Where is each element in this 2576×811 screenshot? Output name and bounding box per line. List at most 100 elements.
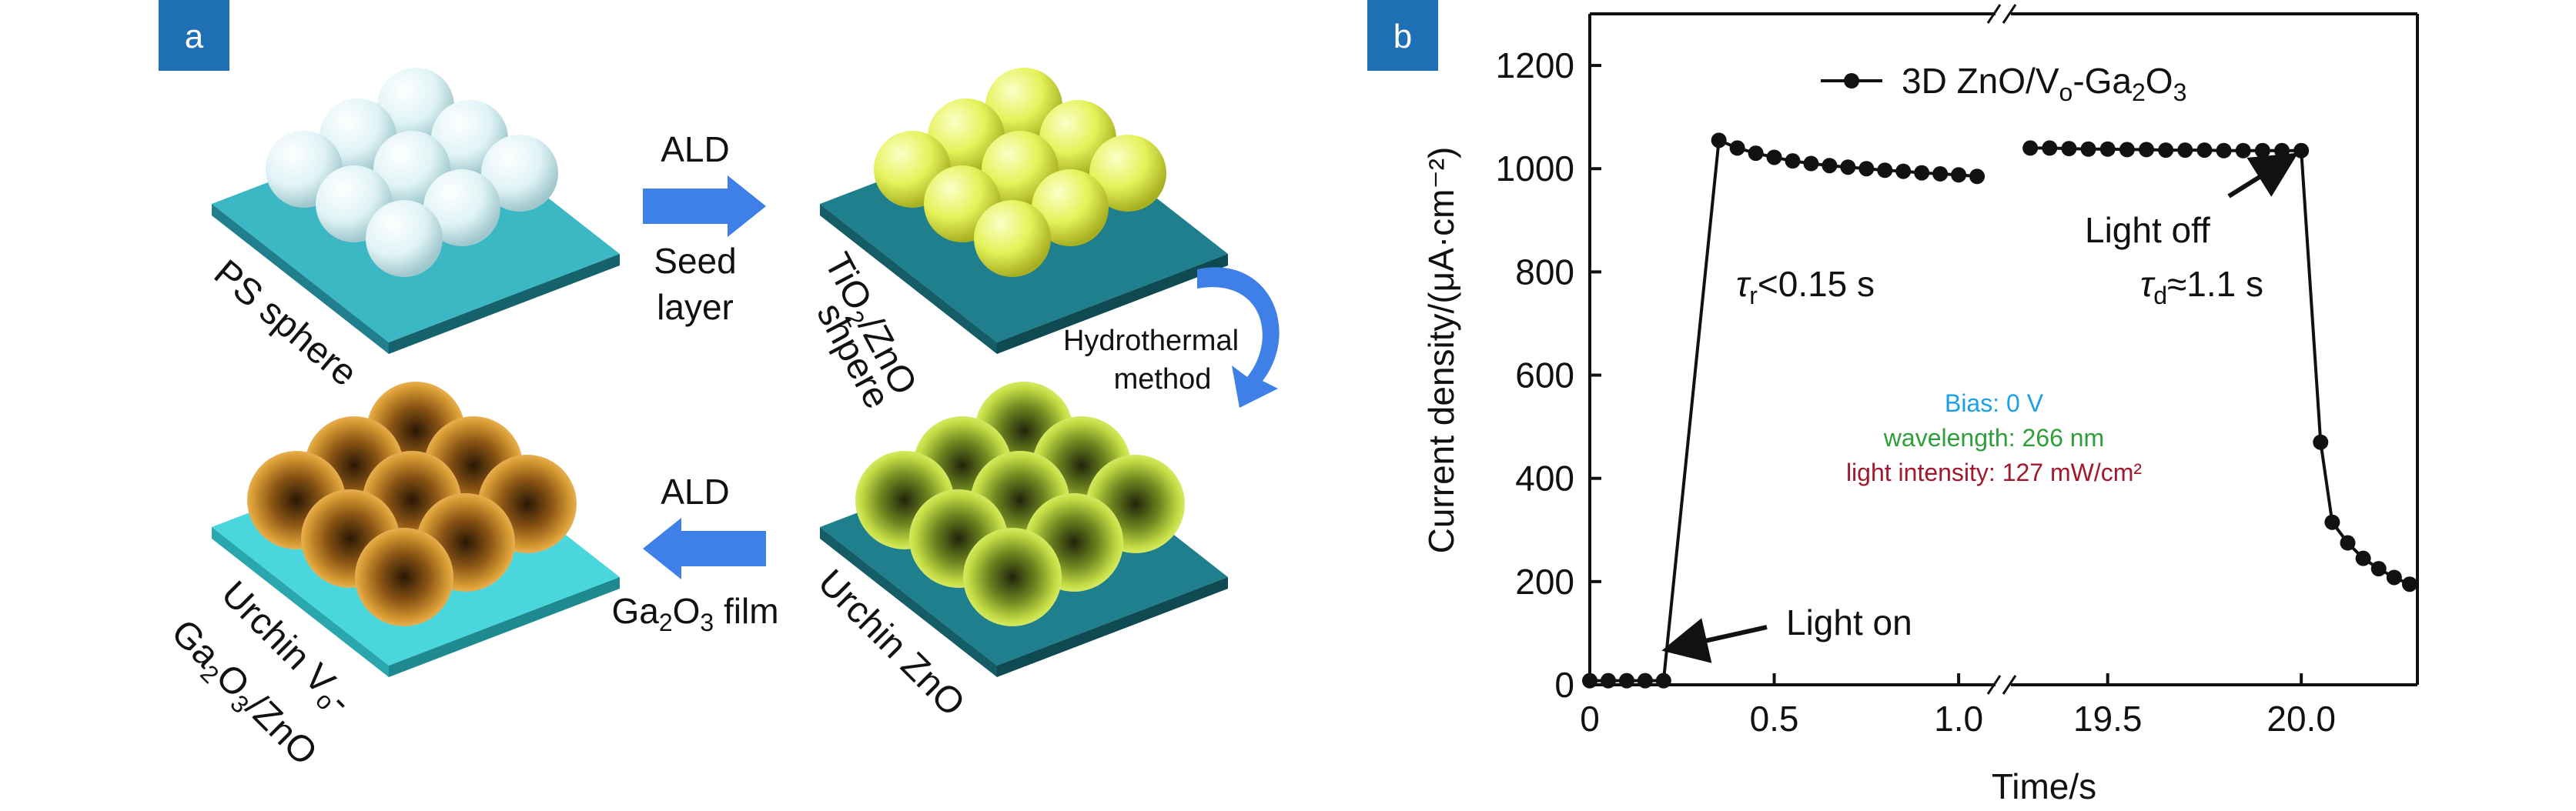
- tio2-sphere-array: [874, 68, 1166, 277]
- x-tick-label: 0.5: [1750, 699, 1799, 739]
- plot-frame: [1588, 4, 2419, 695]
- light-on-arrow-icon: [1661, 618, 1768, 663]
- data-point: [1748, 145, 1764, 162]
- tau-d-annotation: τd≈1.1 s: [2140, 264, 2263, 309]
- data-point: [2099, 141, 2116, 157]
- axis-break-bottom-left: [1986, 675, 2002, 695]
- legend-marker: [1844, 73, 1859, 88]
- data-point: [1877, 162, 1893, 179]
- data-point: [2235, 142, 2251, 159]
- data-point: [2340, 535, 2356, 551]
- data-point: [2022, 140, 2039, 156]
- panel-a-badge: [159, 0, 229, 71]
- series-line-2: [2030, 146, 2410, 586]
- data-point: [2254, 142, 2270, 159]
- hydrothermal-arrow: Hydrothermal method: [1063, 267, 1280, 408]
- ald-top-label: ALD: [661, 129, 729, 169]
- substrate-side-right: [389, 254, 620, 354]
- data-point: [1969, 169, 1986, 185]
- data-point: [2042, 140, 2058, 156]
- substrate-side-left: [820, 204, 997, 354]
- substrate-side-left: [820, 527, 997, 677]
- data-point: [1711, 132, 1727, 149]
- urchin-vo-array: [247, 382, 577, 626]
- left-arrow-icon: [643, 518, 766, 579]
- data-point: [2324, 514, 2340, 530]
- ald-seed-arrow: ALD Seed layer: [643, 129, 766, 327]
- light-on-label: Light on: [1786, 602, 1912, 642]
- data-point: [1582, 672, 1597, 689]
- data-point: [1655, 672, 1671, 689]
- legend: 3D ZnO/Vo-Ga2O3: [1821, 61, 2186, 106]
- seed-label-line2: layer: [657, 287, 734, 327]
- y-tick-label: 1000: [1496, 149, 1574, 189]
- ps-sphere-stage: PS sphere: [206, 68, 620, 395]
- data-point: [2216, 142, 2232, 159]
- series-layer: [1582, 132, 2417, 689]
- intensity-label: light intensity: 127 mW/cm²: [1846, 459, 2142, 486]
- axis-break-top-right: [2002, 4, 2017, 24]
- data-point: [2386, 569, 2402, 586]
- data-point: [1618, 672, 1634, 689]
- data-point: [1822, 158, 1838, 174]
- y-tick-label: 0: [1554, 665, 1574, 705]
- panel-a: a PS sphere ALD Seed layer: [159, 0, 1280, 773]
- data-point: [1766, 149, 1782, 165]
- y-tick-label: 600: [1515, 355, 1574, 395]
- data-point: [1895, 163, 1912, 179]
- y-tick-label: 1200: [1496, 45, 1574, 85]
- x-tick-label: 19.5: [2073, 699, 2143, 739]
- data-point: [2139, 142, 2154, 158]
- y-tick-label: 400: [1515, 459, 1574, 499]
- data-point: [1729, 140, 1745, 156]
- data-point: [1914, 165, 1930, 181]
- tio2-zno-stage: TiO2/ZnO shpere: [808, 68, 1228, 416]
- panel-b-badge: [1367, 0, 1438, 71]
- ald-ga2o3-arrow: ALD Ga2O3 film: [611, 472, 778, 636]
- data-point: [1803, 155, 1819, 172]
- substrate-side-right: [997, 577, 1228, 677]
- axis-break-bottom-right: [2002, 675, 2017, 695]
- data-point: [2401, 576, 2417, 592]
- x-axis-ticks: 0 0.5 1.0 19.5 20.0: [1580, 673, 2336, 739]
- urchin-zno-array: [855, 382, 1185, 626]
- urchin-vo-stage: Urchin Vo- Ga2O3/ZnO: [163, 382, 620, 773]
- data-point: [1600, 672, 1616, 689]
- y-axis-ticks: 0 200 400 600 800 1000 1200: [1496, 45, 1601, 705]
- axis-break-top-left: [1986, 4, 2002, 24]
- data-point: [2158, 142, 2174, 159]
- legend-label: 3D ZnO/Vo-Ga2O3: [1902, 61, 2186, 106]
- data-point: [1858, 161, 1875, 177]
- data-point: [2177, 142, 2193, 159]
- x-tick-label: 1.0: [1934, 699, 1983, 739]
- substrate-side-right: [997, 254, 1228, 354]
- data-point: [2196, 142, 2213, 159]
- light-off-arrow-icon: [2227, 152, 2299, 199]
- tau-r-annotation: τr<0.15 s: [1736, 264, 1875, 309]
- data-point: [2313, 434, 2329, 450]
- curved-arrow-icon: [1197, 267, 1280, 408]
- hydro-label-line1: Hydrothermal: [1063, 325, 1239, 357]
- x-tick-label: 20.0: [2267, 699, 2336, 739]
- substrate-side-left: [212, 204, 389, 354]
- y-tick-label: 800: [1515, 252, 1574, 292]
- hydro-label-line2: method: [1114, 363, 1212, 395]
- substrate-side-left: [212, 527, 389, 677]
- data-point: [1951, 167, 1967, 183]
- urchin-zno-stage: Urchin ZnO: [810, 382, 1228, 724]
- data-point: [2061, 141, 2077, 157]
- data-point: [2293, 142, 2310, 159]
- data-point: [1785, 153, 1801, 169]
- wavelength-label: wavelength: 266 nm: [1883, 424, 2104, 452]
- light-off-label: Light off: [2085, 210, 2210, 250]
- data-point: [1637, 672, 1653, 689]
- panel-a-badge-label: a: [185, 18, 204, 55]
- ald-bottom-label: ALD: [661, 472, 729, 512]
- x-tick-label: 0: [1580, 699, 1600, 739]
- series-line-1: [1590, 138, 1978, 683]
- data-point: [2274, 142, 2290, 159]
- panel-b-badge-label: b: [1393, 18, 1412, 55]
- ps-sphere-array: [266, 68, 558, 277]
- data-point: [2080, 141, 2096, 157]
